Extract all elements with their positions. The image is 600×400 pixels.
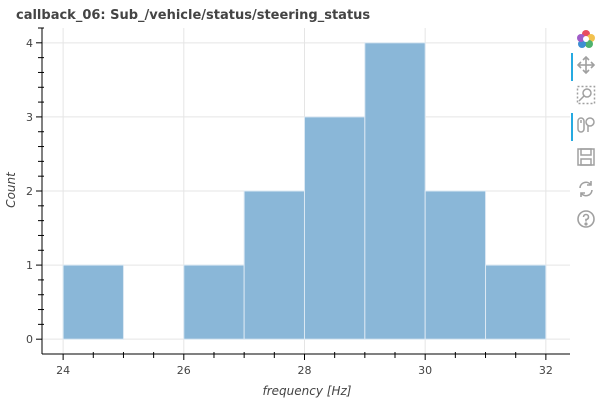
save-icon bbox=[577, 148, 595, 166]
y-tick-label: 1 bbox=[26, 259, 33, 272]
x-axis-ticks: 24 26 28 30 32 bbox=[56, 352, 553, 377]
x-tick-label: 28 bbox=[297, 364, 311, 377]
bokeh-logo[interactable] bbox=[571, 26, 599, 54]
histogram-bar bbox=[303, 116, 366, 340]
y-tick-label: 4 bbox=[26, 37, 33, 50]
y-axis-ticks: 0 1 2 3 4 bbox=[26, 27, 44, 346]
x-axis-label: frequency [Hz] bbox=[263, 384, 352, 398]
histogram-bar bbox=[183, 264, 245, 340]
help-icon bbox=[577, 210, 595, 228]
wheel-zoom-tool-button[interactable] bbox=[571, 112, 599, 141]
reset-tool-button[interactable] bbox=[571, 176, 599, 204]
y-tick-label: 2 bbox=[26, 185, 33, 198]
box-zoom-tool-button[interactable] bbox=[571, 82, 599, 110]
help-tool-button[interactable] bbox=[571, 206, 599, 234]
histogram-bar bbox=[424, 190, 487, 340]
pan-icon bbox=[576, 55, 596, 75]
bokeh-logo-icon bbox=[577, 30, 595, 48]
y-tick-label: 3 bbox=[26, 111, 33, 124]
x-tick-label: 26 bbox=[177, 364, 191, 377]
chart-title: callback_06: Sub_/vehicle/status/steerin… bbox=[16, 8, 371, 23]
x-tick-label: 24 bbox=[56, 364, 70, 377]
histogram-bars bbox=[62, 42, 547, 340]
x-tick-label: 32 bbox=[539, 364, 553, 377]
save-tool-button[interactable] bbox=[571, 144, 599, 172]
histogram-bar bbox=[485, 264, 547, 340]
histogram-bar bbox=[62, 264, 124, 340]
wheel-zoom-icon bbox=[577, 117, 595, 133]
pan-tool-button[interactable] bbox=[571, 52, 599, 81]
y-axis-label: Count bbox=[4, 171, 18, 208]
y-tick-label: 0 bbox=[26, 333, 33, 346]
histogram-bar bbox=[364, 42, 426, 340]
reset-icon bbox=[579, 181, 593, 197]
histogram-bar bbox=[243, 190, 305, 340]
x-tick-label: 30 bbox=[418, 364, 432, 377]
box-zoom-icon bbox=[576, 85, 596, 105]
